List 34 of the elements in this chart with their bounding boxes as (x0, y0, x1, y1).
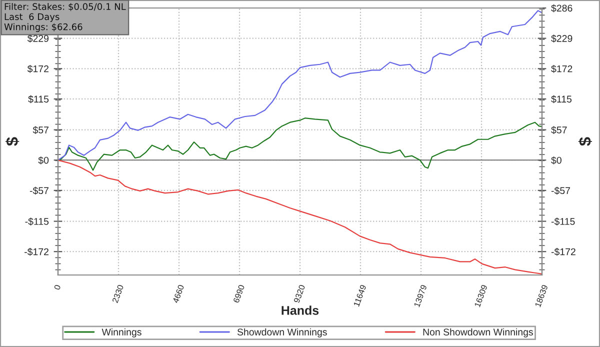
x-tick-label: 18639 (534, 284, 548, 308)
y2-tick-label: -$172 (551, 248, 576, 256)
y-tick-label: -$172 (24, 248, 48, 256)
y2-tick-label: -$57 (551, 186, 570, 195)
x-axis-title: Hands (282, 306, 319, 315)
legend-label: Showdown Winnings (237, 328, 327, 338)
x-tick-label: 6990 (233, 284, 245, 304)
y2-tick-label: $229 (551, 34, 572, 43)
y-tick-label: -$115 (25, 218, 49, 226)
y-tick-label: -$57 (30, 186, 48, 195)
y-tick-label: $0 (38, 156, 49, 164)
x-tick-label: 13979 (414, 284, 427, 308)
y2-tick-label: $0 (551, 156, 562, 164)
x-tick-label: 11649 (353, 284, 366, 307)
y2-tick-label: $172 (551, 64, 572, 73)
line-series (58, 118, 542, 171)
x-tick-label: 2330 (112, 284, 124, 304)
y-tick-label: $172 (27, 64, 48, 73)
y-axis-title: $ (6, 137, 20, 146)
x-tick-label: 16309 (474, 284, 488, 308)
legend-label: Non Showdown Winnings (423, 328, 533, 338)
legend-label: Winnings (102, 328, 142, 338)
x-tick-label: 0 (54, 284, 61, 290)
annotation: Filter: Stakes: $0.05/0.1 NL Last 6 Days Winnings: $62.66 (4, 3, 126, 32)
y2-tick-label: $286 (551, 4, 572, 12)
y-tick-label: $115 (28, 95, 49, 104)
x-tick-label: 9320 (294, 284, 306, 304)
x-tick-label: 4660 (172, 284, 184, 304)
y-tick-label: $229 (27, 34, 49, 43)
y2-tick-label: -$115 (551, 218, 575, 226)
y2-tick-label: $57 (551, 126, 567, 134)
y2-axis-title: $ (578, 137, 592, 146)
y-tick-label: $57 (32, 126, 48, 134)
y2-tick-label: $115 (551, 95, 572, 104)
